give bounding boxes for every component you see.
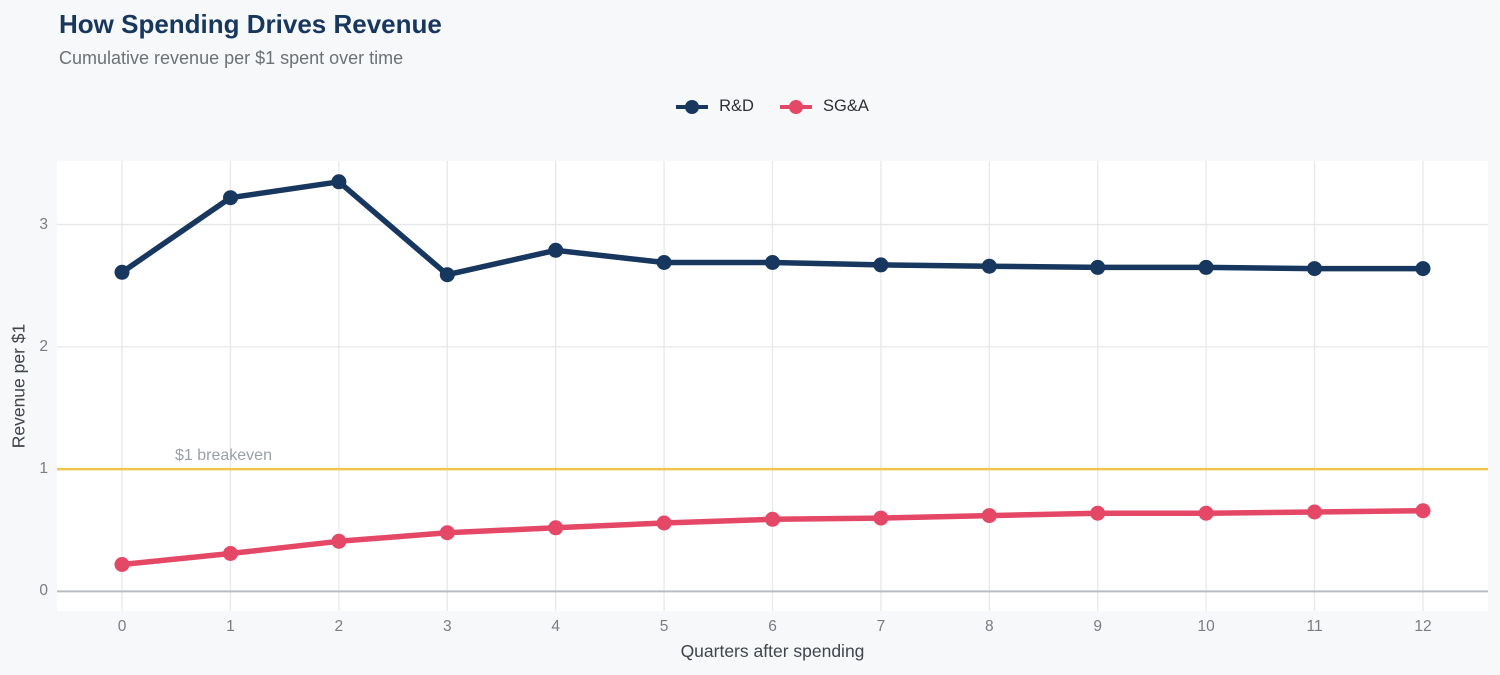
legend-marker-icon: [676, 99, 709, 114]
sg-a-point: [223, 546, 238, 561]
legend-item-sg-a[interactable]: SG&A: [779, 97, 869, 116]
r-d-point: [765, 255, 780, 270]
x-tick-label: 4: [551, 618, 560, 635]
legend: R&D SG&A: [57, 97, 1488, 116]
y-tick-label: 3: [39, 215, 48, 233]
sg-a-point: [981, 508, 997, 524]
r-d-point: [114, 264, 130, 280]
legend-label: SG&A: [822, 97, 869, 115]
legend-marker-icon: [779, 99, 812, 114]
y-tick-label: 2: [39, 337, 48, 355]
y-tick-label: 1: [39, 460, 48, 478]
r-d-point: [1090, 259, 1106, 275]
chart-subtitle: Cumulative revenue per $1 spent over tim…: [59, 48, 404, 68]
sg-a-point: [765, 511, 780, 527]
r-d-point: [439, 267, 455, 283]
x-tick-label: 1: [226, 618, 235, 635]
x-axis-title: Quarters after spending: [680, 641, 865, 661]
x-tick-label: 10: [1197, 618, 1215, 635]
x-tick-label: 0: [117, 618, 127, 635]
sg-a-point: [331, 533, 347, 549]
r-d-point: [223, 190, 238, 206]
x-tick-label: 8: [985, 618, 994, 635]
x-tick-label: 7: [876, 618, 886, 635]
x-tick-label: 6: [768, 618, 777, 635]
sg-a-point: [873, 510, 889, 526]
legend-label: R&D: [719, 97, 754, 115]
x-tick-label: 5: [659, 618, 669, 635]
x-tick-label: 12: [1414, 618, 1432, 635]
x-tick-label: 3: [442, 618, 452, 635]
sg-a-point: [114, 557, 130, 572]
sg-a-point: [656, 515, 672, 531]
breakeven-annotation: $1 breakeven: [175, 447, 272, 464]
sg-a-point: [548, 520, 564, 536]
legend-item-r-d[interactable]: R&D: [676, 97, 754, 116]
sg-a-point: [439, 525, 455, 541]
r-d-point: [1307, 261, 1322, 277]
sg-a-point: [1198, 505, 1214, 521]
r-d-point: [981, 258, 997, 274]
x-tick-label: 11: [1306, 618, 1323, 635]
plot-canvas: [57, 161, 1488, 611]
sg-a-point: [1090, 505, 1106, 521]
sg-a-point: [1415, 503, 1431, 519]
r-d-point: [548, 242, 564, 258]
chart-title: How Spending Drives Revenue: [59, 9, 442, 39]
plot-area: [57, 161, 1488, 611]
x-tick-label: 2: [334, 618, 344, 635]
r-d-point: [331, 174, 347, 190]
r-d-point: [1415, 261, 1431, 277]
r-d-point: [873, 257, 889, 273]
y-tick-label: 0: [39, 582, 48, 600]
sg-a-point: [1307, 504, 1322, 520]
r-d-point: [1198, 259, 1214, 275]
x-tick-label: 9: [1093, 618, 1103, 635]
r-d-point: [656, 255, 672, 270]
